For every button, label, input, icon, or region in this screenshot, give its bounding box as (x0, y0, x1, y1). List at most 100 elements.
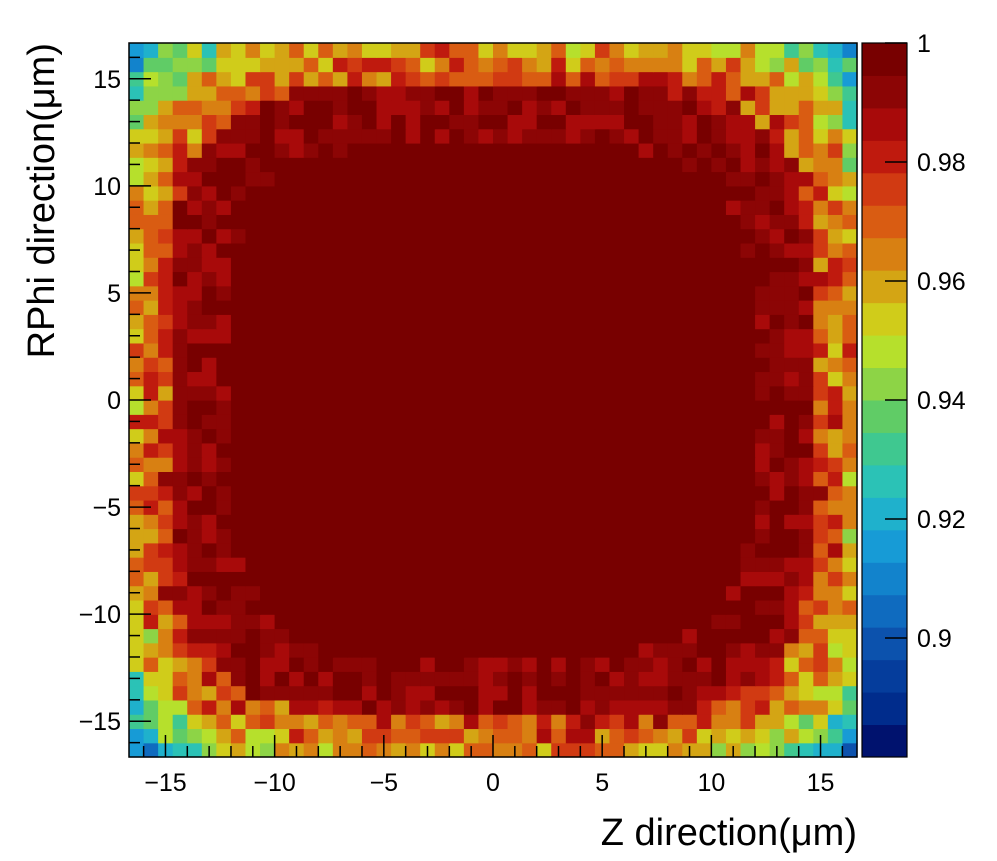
heatmap-cell (696, 471, 712, 487)
heatmap-cell (361, 414, 378, 430)
heatmap-cell (230, 43, 247, 58)
heatmap-cell (376, 257, 392, 273)
heatmap-cell (551, 85, 567, 101)
heatmap-cell (609, 328, 625, 344)
heatmap-cell (624, 214, 640, 230)
heatmap-cell (711, 71, 727, 87)
heatmap-cell (696, 599, 712, 615)
heatmap-cell (740, 128, 756, 144)
heatmap-cell (653, 142, 669, 158)
heatmap-cell (463, 642, 480, 658)
heatmap-cell (420, 557, 436, 572)
heatmap-cell (158, 328, 174, 344)
heatmap-cell (551, 128, 567, 144)
heatmap-cell (755, 614, 771, 630)
heatmap-cell (798, 128, 814, 144)
heatmap-cell (260, 271, 276, 287)
heatmap-cell (565, 614, 581, 630)
heatmap-cell (580, 342, 596, 358)
heatmap-cell (391, 85, 407, 101)
heatmap-cell (624, 457, 640, 472)
heatmap-cell (405, 557, 421, 572)
heatmap-cell (551, 357, 567, 373)
heatmap-cell (813, 371, 829, 387)
heatmap-cell (522, 628, 538, 644)
heatmap-cell (653, 428, 669, 444)
heatmap-cell (158, 185, 174, 201)
heatmap-cell (609, 85, 625, 101)
heatmap-cell (551, 499, 567, 515)
heatmap-cell (347, 471, 363, 487)
heatmap-cell (551, 371, 567, 387)
heatmap-cell (711, 114, 727, 130)
heatmap-cell (303, 428, 319, 444)
heatmap-cell (493, 657, 509, 672)
heatmap-cell (216, 214, 232, 230)
heatmap-cell (187, 542, 203, 558)
heatmap-cell (201, 300, 217, 315)
heatmap-cell (842, 442, 858, 458)
heatmap-cell (842, 728, 858, 744)
heatmap-cell (493, 57, 509, 73)
heatmap-cell (434, 128, 450, 144)
heatmap-cell (827, 742, 844, 758)
heatmap-cell (478, 585, 494, 601)
heatmap-cell (216, 557, 232, 572)
heatmap-cell (405, 657, 421, 672)
heatmap-cell (289, 57, 305, 73)
heatmap-cell (638, 328, 654, 344)
heatmap-cell (565, 457, 581, 472)
heatmap-cell (318, 714, 334, 730)
heatmap-cell (391, 271, 407, 287)
heatmap-cell (784, 671, 800, 687)
heatmap-cell (449, 442, 465, 458)
heatmap-cell (682, 642, 698, 658)
heatmap-cell (798, 514, 814, 530)
heatmap-cell (129, 342, 145, 358)
heatmap-cell (303, 85, 319, 101)
colorbar-tick-label: 1 (917, 30, 931, 58)
heatmap-cell (143, 85, 159, 101)
heatmap-cell (711, 571, 727, 587)
heatmap-cell (187, 599, 203, 615)
heatmap-cell (653, 442, 669, 458)
heatmap-cell (740, 171, 756, 187)
heatmap-cell (507, 342, 523, 358)
heatmap-cell (376, 685, 392, 701)
heatmap-cell (522, 742, 538, 758)
heatmap-cell (405, 671, 421, 687)
heatmap-cell (303, 485, 319, 501)
heatmap-cell (405, 314, 421, 330)
heatmap-cell (609, 285, 625, 301)
heatmap-cell (507, 43, 523, 58)
heatmap-cell (405, 285, 421, 301)
heatmap-cell (522, 400, 538, 415)
heatmap-cell (158, 257, 174, 273)
heatmap-cell (536, 471, 552, 487)
heatmap-cell (143, 371, 159, 387)
heatmap-cell (725, 228, 742, 244)
heatmap-cell (798, 157, 814, 173)
heatmap-cell (609, 514, 625, 530)
heatmap-cell (303, 685, 319, 701)
heatmap-cell (798, 499, 814, 515)
heatmap-cell (230, 85, 247, 101)
heatmap-cell (318, 257, 334, 273)
heatmap-cell (725, 471, 742, 487)
heatmap-cell (260, 742, 276, 758)
heatmap-cell (216, 485, 232, 501)
heatmap-cell (638, 499, 654, 515)
heatmap-cell (463, 385, 480, 401)
heatmap-cell (449, 599, 465, 615)
heatmap-cell (230, 71, 247, 87)
heatmap-cell (507, 100, 523, 115)
heatmap-cell (274, 599, 290, 615)
heatmap-cell (755, 671, 771, 687)
heatmap-cell (318, 328, 334, 344)
heatmap-cell (172, 385, 188, 401)
heatmap-cell (813, 657, 829, 672)
heatmap-cell (478, 728, 494, 744)
heatmap-cell (361, 728, 378, 744)
heatmap-cell (391, 599, 407, 615)
heatmap-cell (478, 100, 494, 115)
